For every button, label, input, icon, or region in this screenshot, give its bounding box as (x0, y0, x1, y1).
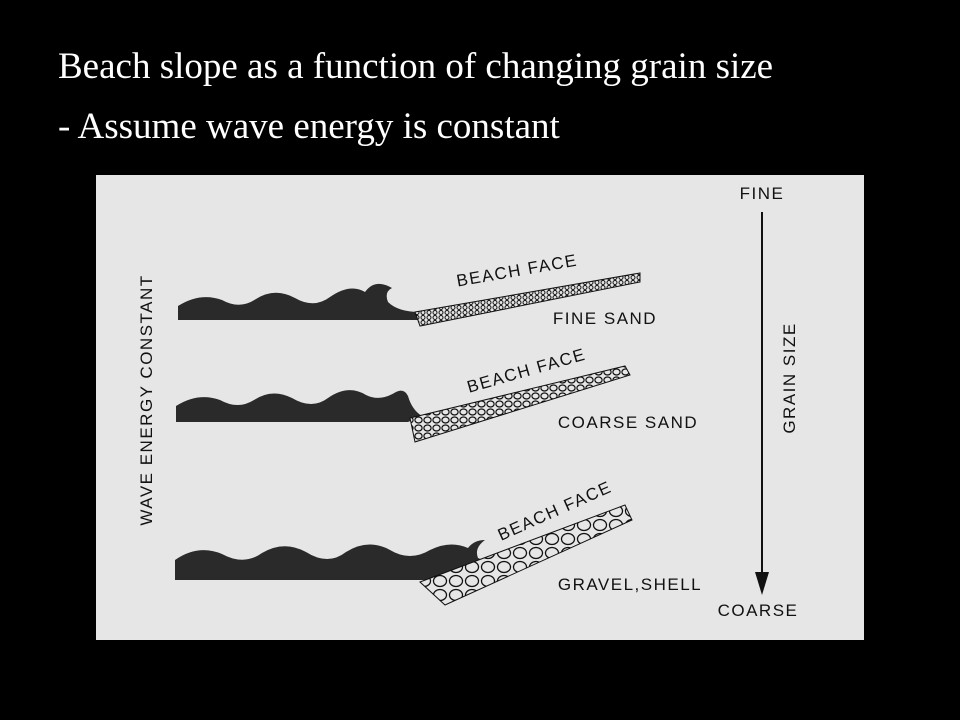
sediment (414, 272, 641, 327)
sediment (419, 504, 633, 606)
sediment-label: GRAVEL,SHELL (558, 575, 702, 594)
title: Beach slope as a function of changing gr… (58, 46, 773, 87)
fine-label: FINE (740, 184, 785, 203)
coarse-label: COARSE (718, 601, 799, 620)
wave-profile (176, 390, 422, 422)
grain-size-label: GRAIN SIZE (780, 322, 799, 433)
wave-profile (178, 273, 640, 320)
subtitle: - Assume wave energy is constant (58, 106, 561, 147)
sediment-label: FINE SAND (553, 309, 657, 328)
sediment (409, 365, 631, 443)
arrow-head (755, 572, 769, 595)
sediment-label: COARSE SAND (558, 413, 698, 432)
diagram: WAVE ENERGY CONSTANT BEACH FACE FINE SAN… (96, 175, 864, 640)
left-label: WAVE ENERGY CONSTANT (137, 274, 156, 525)
wave-profile (175, 540, 495, 580)
